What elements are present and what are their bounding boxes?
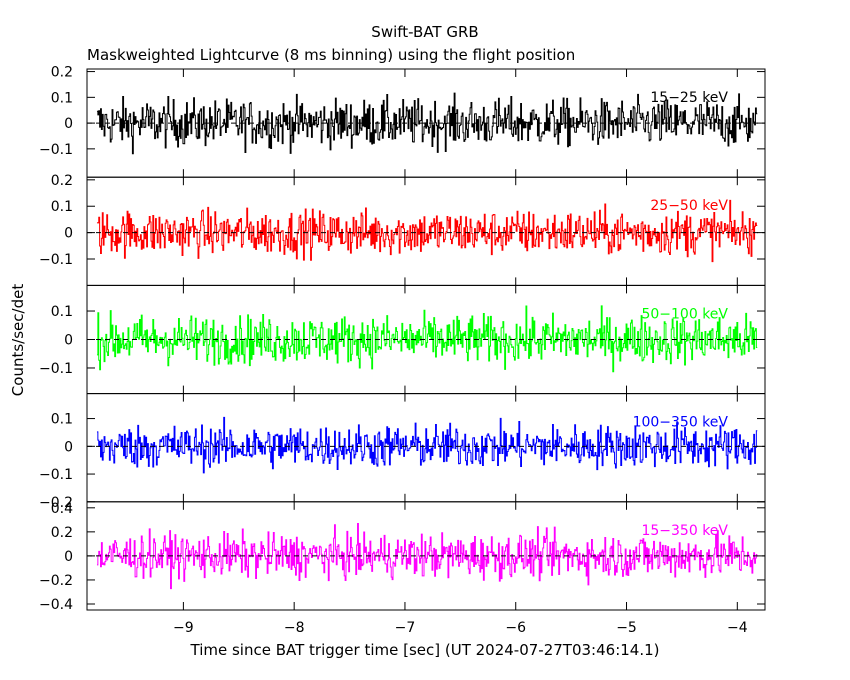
y-tick-label-4-1: −0.2 <box>39 573 73 589</box>
y-tick-label-3-1: −0.1 <box>39 467 73 483</box>
y-tick-label-4-0: −0.4 <box>39 597 73 613</box>
band-label-1: 25−50 keV <box>650 198 728 214</box>
panel-2: −0.1 0 0.1 50−100 keV <box>39 284 766 395</box>
series-line-1 <box>96 199 758 263</box>
y-tick-label-1-3: 0.2 <box>51 173 73 189</box>
y-tick-label-2-2: 0.1 <box>51 304 73 320</box>
band-label-0: 15−25 keV <box>650 90 728 106</box>
x-tick-label-5: −4 <box>727 620 748 636</box>
band-label-3: 100−350 keV <box>633 415 729 431</box>
y-axis-label: Counts/sec/det <box>9 284 27 397</box>
y-tick-label-2-1: 0 <box>64 333 73 349</box>
y-tick-label-4-4: 0.4 <box>51 501 73 517</box>
y-tick-label-1-0: −0.1 <box>39 252 73 268</box>
y-tick-label-4-3: 0.2 <box>51 525 73 541</box>
y-tick-label-3-0: −0.2 <box>39 495 73 511</box>
panels: −0.1 0 0.1 0.2 15−25 keV −0.1 0 0.1 0.2 25−50 keV… <box>39 65 766 636</box>
series-line-3 <box>96 416 758 474</box>
y-tick-label-2-0: −0.1 <box>39 361 73 377</box>
y-tick-label-3-2: 0 <box>64 439 73 455</box>
series-line-4 <box>96 522 758 590</box>
y-tick-label-0-2: 0.1 <box>51 90 73 106</box>
x-tick-label-1: −8 <box>284 620 305 636</box>
x-tick-label-3: −6 <box>505 620 526 636</box>
x-tick-label-4: −5 <box>616 620 637 636</box>
chart-title: Swift-BAT GRB <box>371 23 478 41</box>
band-label-2: 50−100 keV <box>641 306 728 322</box>
y-tick-label-1-1: 0 <box>64 226 73 242</box>
y-tick-label-3-3: 0.1 <box>51 412 73 428</box>
x-axis-label: Time since BAT trigger time [sec] (UT 20… <box>190 641 660 659</box>
series-line-2 <box>96 305 758 373</box>
y-tick-label-1-2: 0.1 <box>51 199 73 215</box>
series-line-0 <box>96 92 758 155</box>
y-tick-label-0-3: 0.2 <box>51 65 73 81</box>
panel-4: −0.4 −0.2 0 0.2 0.4 15−350 keV <box>39 501 766 613</box>
y-tick-label-0-0: −0.1 <box>39 142 73 158</box>
panel-1: −0.1 0 0.1 0.2 25−50 keV <box>39 173 766 286</box>
x-tick-label-0: −9 <box>173 620 194 636</box>
x-tick-label-2: −7 <box>395 620 416 636</box>
panel-3: −0.2 −0.1 0 0.1 100−350 keV <box>39 393 766 511</box>
y-tick-label-0-1: 0 <box>64 116 73 132</box>
chart-subtitle: Maskweighted Lightcurve (8 ms binning) u… <box>87 46 575 64</box>
band-label-4: 15−350 keV <box>641 523 728 539</box>
y-tick-label-4-2: 0 <box>64 549 73 565</box>
panel-0: −0.1 0 0.1 0.2 15−25 keV <box>39 65 766 178</box>
